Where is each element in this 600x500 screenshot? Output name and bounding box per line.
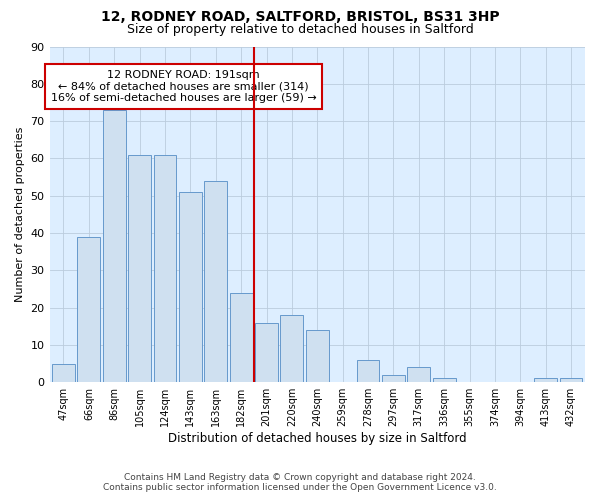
Text: 12 RODNEY ROAD: 191sqm
← 84% of detached houses are smaller (314)
16% of semi-de: 12 RODNEY ROAD: 191sqm ← 84% of detached… — [50, 70, 316, 103]
Bar — [230, 292, 253, 382]
Bar — [407, 368, 430, 382]
Bar — [52, 364, 75, 382]
Bar — [534, 378, 557, 382]
Text: Contains HM Land Registry data © Crown copyright and database right 2024.
Contai: Contains HM Land Registry data © Crown c… — [103, 473, 497, 492]
Bar — [356, 360, 379, 382]
Bar — [560, 378, 583, 382]
Y-axis label: Number of detached properties: Number of detached properties — [15, 126, 25, 302]
Bar — [103, 110, 125, 382]
Bar — [382, 374, 405, 382]
Bar — [77, 236, 100, 382]
Bar — [128, 154, 151, 382]
Bar — [154, 154, 176, 382]
Bar — [205, 181, 227, 382]
Bar — [255, 322, 278, 382]
Bar — [306, 330, 329, 382]
Text: 12, RODNEY ROAD, SALTFORD, BRISTOL, BS31 3HP: 12, RODNEY ROAD, SALTFORD, BRISTOL, BS31… — [101, 10, 499, 24]
Bar — [433, 378, 455, 382]
X-axis label: Distribution of detached houses by size in Saltford: Distribution of detached houses by size … — [168, 432, 467, 445]
Text: Size of property relative to detached houses in Saltford: Size of property relative to detached ho… — [127, 22, 473, 36]
Bar — [280, 315, 304, 382]
Bar — [179, 192, 202, 382]
